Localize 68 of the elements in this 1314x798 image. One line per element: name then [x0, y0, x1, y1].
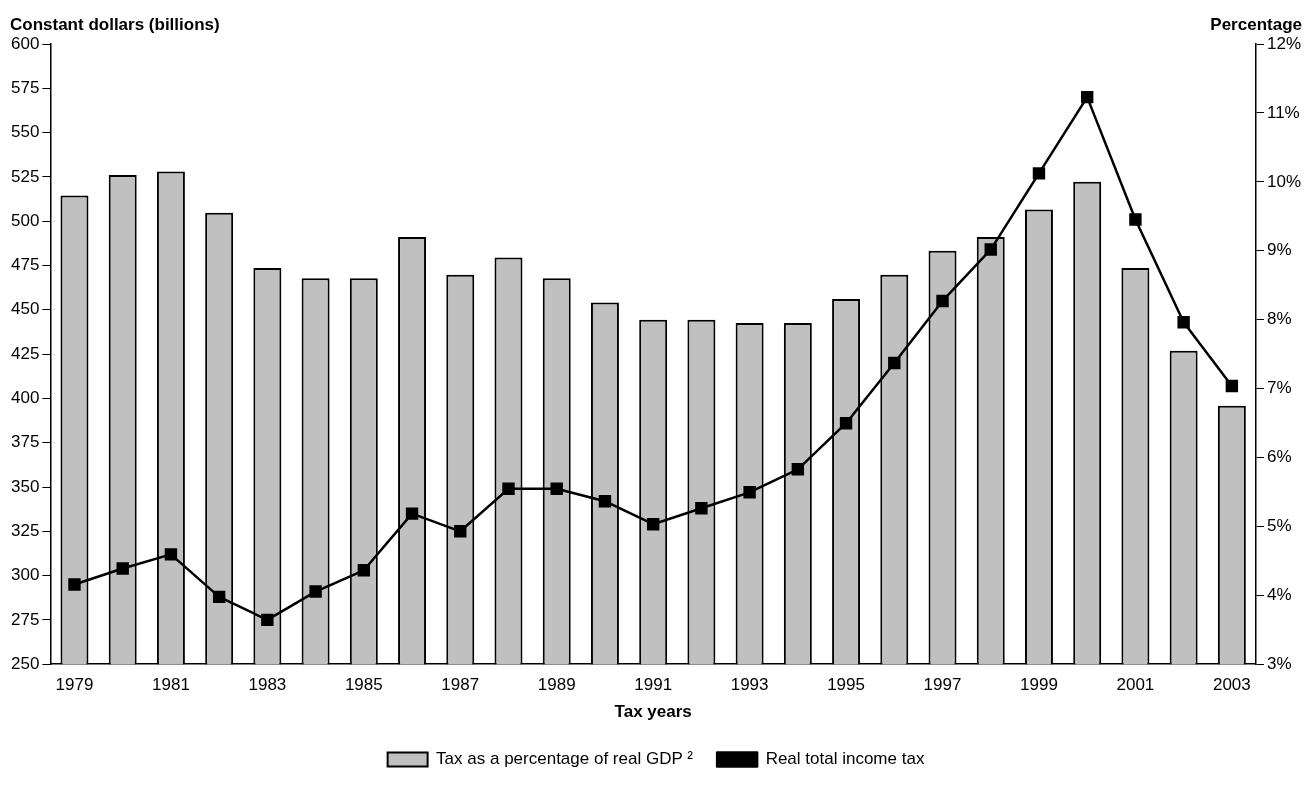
point	[1129, 213, 1142, 226]
x-tick-label: 1985	[344, 675, 383, 695]
point	[839, 417, 853, 430]
x-tick-label: 1987	[441, 675, 480, 695]
point	[309, 585, 322, 598]
y2-tick-label: 3%	[1266, 653, 1292, 673]
y2-tick-label: 8%	[1266, 309, 1292, 329]
y-tick-label: 525	[10, 166, 40, 186]
point	[116, 562, 129, 575]
y2-tick-label: 4%	[1266, 584, 1292, 604]
y2-tick-label: 9%	[1266, 240, 1292, 260]
point	[743, 486, 756, 499]
y2-tick-label: 11%	[1266, 102, 1300, 122]
y2-tick-label: 6%	[1266, 447, 1292, 467]
point	[1080, 90, 1094, 104]
point	[454, 525, 467, 538]
x-tick-label: 1997	[923, 675, 962, 695]
point	[550, 482, 563, 495]
legend-label: Tax as a percentage of real GDP ²	[436, 749, 694, 769]
x-axis-title: Tax years	[614, 702, 692, 722]
y2-tick-label: 5%	[1266, 516, 1292, 536]
y-tick-label: 325	[10, 520, 40, 540]
y-axis-title: Constant dollars (billions)	[10, 15, 220, 35]
point	[1177, 316, 1190, 329]
x-tick-label: 1999	[1020, 675, 1058, 695]
point	[261, 613, 274, 627]
y-tick-label: 575	[10, 77, 40, 97]
x-tick-label: 1979	[55, 675, 94, 695]
y-tick-label: 375	[10, 432, 40, 452]
point	[68, 578, 81, 591]
point	[936, 294, 949, 308]
x-tick-label: 2001	[1116, 675, 1155, 695]
point	[888, 356, 901, 370]
y-tick-label: 475	[10, 255, 40, 275]
point	[791, 463, 805, 476]
x-tick-label: 1981	[152, 675, 190, 695]
point	[164, 548, 178, 561]
point	[695, 502, 708, 515]
point	[598, 494, 612, 508]
point	[405, 507, 419, 520]
point	[646, 518, 660, 531]
x-tick-label: 1995	[827, 675, 865, 695]
y-tick-label: 350	[10, 476, 40, 496]
y2-tick-label: 10%	[1266, 171, 1302, 191]
point	[1225, 379, 1239, 393]
point	[984, 243, 997, 256]
y-tick-label: 300	[10, 565, 40, 585]
y-tick-label: 600	[10, 33, 40, 53]
y2-tick-label: 7%	[1266, 378, 1292, 398]
x-tick-label: 1983	[248, 675, 287, 695]
y-tick-label: 500	[10, 210, 40, 230]
y-tick-label: 450	[10, 299, 40, 319]
y2-tick-label: 12%	[1266, 33, 1302, 53]
y-tick-label: 275	[10, 609, 40, 629]
y-tick-label: 250	[10, 653, 40, 673]
x-tick-label: 1989	[537, 675, 576, 695]
point	[1032, 167, 1046, 180]
point	[502, 482, 515, 495]
y-tick-label: 550	[10, 122, 40, 142]
legend-label: Real total income tax	[765, 749, 925, 769]
y-tick-label: 400	[10, 388, 40, 408]
x-tick-label: 1993	[730, 675, 769, 695]
x-tick-label: 1991	[634, 675, 673, 695]
y-tick-label: 425	[10, 343, 40, 363]
x-tick-label: 2003	[1212, 675, 1251, 695]
point	[212, 590, 226, 604]
point	[357, 564, 371, 577]
y2-axis-title: Percentage	[1210, 15, 1302, 35]
